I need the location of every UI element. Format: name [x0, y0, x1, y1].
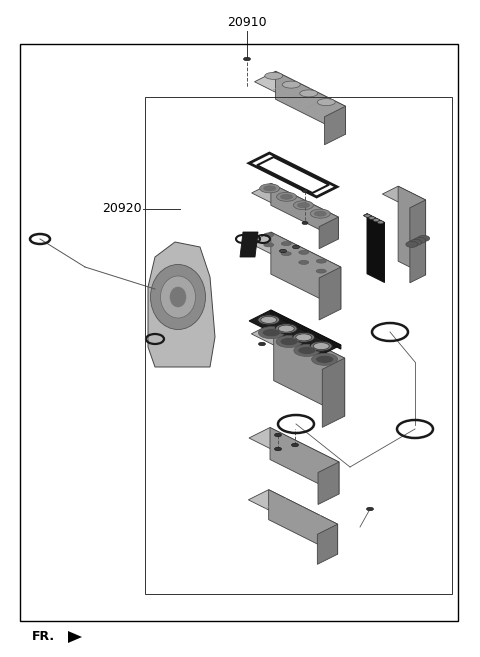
Ellipse shape — [414, 237, 426, 243]
Polygon shape — [318, 462, 339, 505]
Ellipse shape — [299, 260, 309, 264]
Ellipse shape — [280, 338, 298, 346]
Ellipse shape — [291, 443, 299, 447]
Polygon shape — [252, 323, 345, 369]
Ellipse shape — [296, 334, 312, 341]
Ellipse shape — [312, 353, 337, 365]
Ellipse shape — [275, 433, 281, 437]
Ellipse shape — [264, 186, 276, 191]
Ellipse shape — [265, 72, 283, 79]
Text: 20920: 20920 — [102, 202, 142, 215]
Ellipse shape — [310, 341, 332, 351]
Polygon shape — [257, 157, 329, 193]
Ellipse shape — [316, 269, 326, 273]
Ellipse shape — [292, 245, 300, 249]
Ellipse shape — [258, 327, 284, 339]
Ellipse shape — [264, 233, 274, 237]
Polygon shape — [240, 232, 258, 257]
Polygon shape — [271, 183, 338, 239]
Polygon shape — [319, 217, 338, 249]
Ellipse shape — [281, 194, 293, 199]
Ellipse shape — [364, 214, 371, 217]
Ellipse shape — [260, 184, 280, 193]
Polygon shape — [271, 232, 341, 309]
Ellipse shape — [369, 216, 375, 219]
Polygon shape — [269, 489, 337, 554]
Ellipse shape — [281, 242, 291, 246]
Polygon shape — [249, 428, 339, 472]
Polygon shape — [398, 186, 426, 275]
Polygon shape — [319, 267, 341, 320]
Ellipse shape — [151, 265, 205, 330]
Ellipse shape — [259, 342, 265, 346]
Ellipse shape — [275, 447, 281, 451]
Polygon shape — [248, 489, 337, 534]
Polygon shape — [274, 323, 345, 416]
Ellipse shape — [418, 235, 430, 241]
Ellipse shape — [314, 211, 326, 216]
Ellipse shape — [378, 221, 384, 224]
Ellipse shape — [258, 315, 280, 325]
Polygon shape — [410, 200, 426, 283]
Polygon shape — [367, 214, 384, 283]
Polygon shape — [270, 428, 339, 494]
Ellipse shape — [302, 189, 308, 193]
Polygon shape — [322, 358, 345, 427]
Ellipse shape — [293, 332, 315, 342]
Ellipse shape — [367, 507, 373, 510]
Ellipse shape — [276, 336, 302, 348]
Ellipse shape — [373, 219, 379, 221]
Ellipse shape — [282, 81, 300, 88]
Ellipse shape — [302, 221, 308, 225]
Ellipse shape — [281, 252, 291, 256]
Polygon shape — [252, 183, 338, 227]
Ellipse shape — [410, 239, 422, 245]
Polygon shape — [249, 310, 341, 356]
Polygon shape — [68, 631, 82, 643]
Ellipse shape — [300, 90, 318, 97]
Ellipse shape — [313, 342, 329, 350]
Ellipse shape — [298, 346, 316, 354]
Ellipse shape — [299, 250, 309, 254]
Ellipse shape — [276, 193, 297, 201]
Ellipse shape — [275, 324, 297, 334]
Polygon shape — [254, 71, 346, 117]
Ellipse shape — [160, 276, 195, 318]
Ellipse shape — [261, 317, 277, 323]
Ellipse shape — [406, 241, 418, 247]
Ellipse shape — [243, 57, 251, 60]
Ellipse shape — [293, 201, 313, 210]
Text: 20910: 20910 — [227, 16, 267, 29]
Ellipse shape — [316, 355, 334, 363]
Text: FR.: FR. — [32, 631, 55, 643]
Polygon shape — [383, 186, 426, 208]
Ellipse shape — [310, 209, 330, 218]
Polygon shape — [271, 310, 341, 349]
Ellipse shape — [263, 328, 280, 336]
Polygon shape — [249, 232, 341, 278]
Ellipse shape — [317, 99, 335, 106]
Ellipse shape — [278, 325, 294, 332]
Polygon shape — [324, 106, 346, 145]
Ellipse shape — [298, 203, 310, 208]
Ellipse shape — [264, 243, 274, 247]
Polygon shape — [317, 524, 337, 564]
Polygon shape — [148, 242, 215, 367]
Ellipse shape — [279, 249, 287, 253]
Ellipse shape — [170, 287, 186, 307]
Polygon shape — [363, 214, 384, 224]
Polygon shape — [276, 71, 346, 134]
Ellipse shape — [316, 259, 326, 263]
Ellipse shape — [294, 344, 320, 357]
